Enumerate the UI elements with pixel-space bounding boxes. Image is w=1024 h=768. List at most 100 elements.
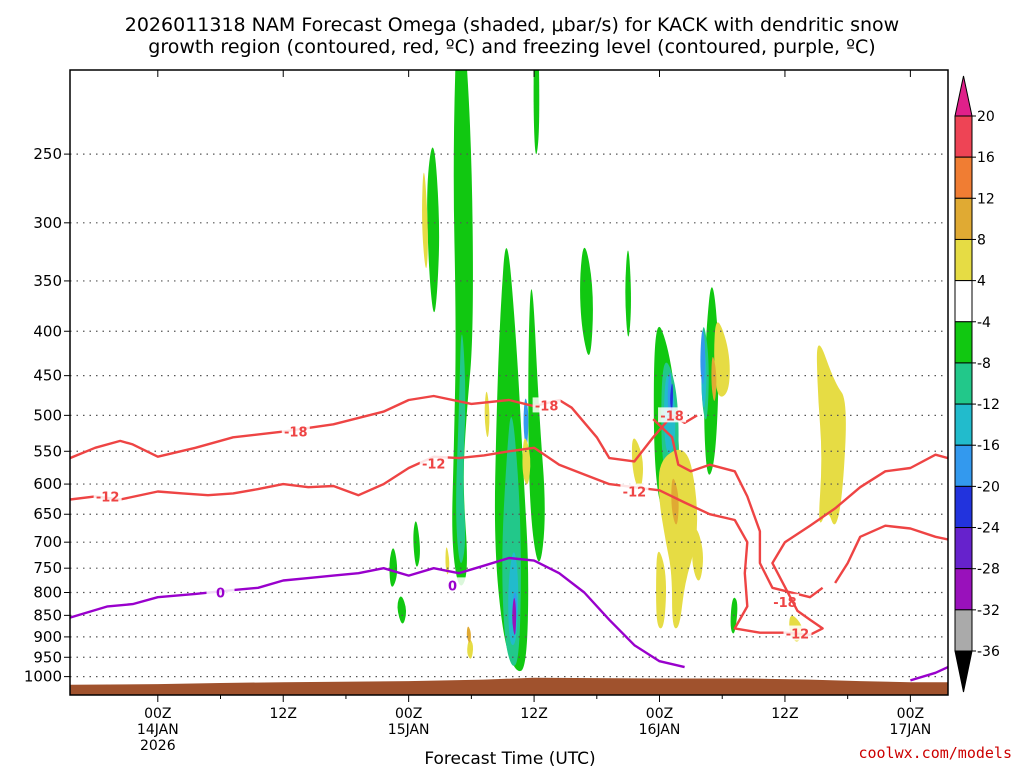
contour-label-bg <box>206 584 235 600</box>
colorbar-bin <box>954 485 973 529</box>
omega-region-neg8 <box>528 289 545 562</box>
colorbar-bin <box>954 403 973 446</box>
omega-region-neg20 <box>523 398 529 449</box>
pressure-tick-label: 850 <box>33 606 62 624</box>
contour-label: -12 <box>786 628 810 643</box>
omega-region-8 <box>711 357 717 401</box>
colorbar-label: 20 <box>977 109 995 125</box>
pressure-tick-label: 450 <box>33 367 62 385</box>
time-tick-label: 00Z <box>897 706 924 722</box>
colorbar-bin <box>954 156 973 199</box>
contour-label-bg <box>93 488 122 504</box>
contour-label: -18 <box>284 426 308 441</box>
omega-region-4 <box>467 639 474 659</box>
omega-region-8 <box>466 626 471 643</box>
colorbar-bin <box>954 321 973 364</box>
omega-colorbar: 20 16 12 8 4 -4 -8 -12 -16 -20 -24 -28 -32 -36 <box>954 75 1000 693</box>
pressure-tick-label: 400 <box>33 322 62 340</box>
pressure-tick-label: 800 <box>33 584 62 602</box>
omega-region-neg12 <box>456 334 466 564</box>
contour-lines: -18-18-18-18-12-12-12-120 0 <box>70 394 948 682</box>
chart-title-line-1: 2026011318 NAM Forecast Omega (shaded, μ… <box>125 14 899 36</box>
omega-region-neg8 <box>533 70 540 155</box>
pressure-tick-label: 300 <box>33 214 62 232</box>
plot-frame <box>69 69 949 696</box>
omega-region-neg24 <box>670 383 673 411</box>
contour-label-bg <box>770 593 799 609</box>
dgz-contour <box>652 418 824 599</box>
colorbar-label: -28 <box>977 562 1000 578</box>
freezing-level-contour <box>910 666 948 682</box>
omega-region-neg8 <box>389 548 398 587</box>
colorbar-label: 12 <box>977 191 995 207</box>
time-tick-date: 17JAN <box>889 722 931 738</box>
pressure-axis: 250 300 350 400 450 500 550 600 650 700 750 800 850 9… <box>24 145 70 686</box>
contour-label-bg <box>438 577 467 593</box>
colorbar-label: -4 <box>977 315 991 331</box>
pressure-tick-label: 500 <box>33 406 62 424</box>
colorbar-bin <box>954 115 973 158</box>
credit-link[interactable]: coolwx.com/models <box>858 744 1012 762</box>
contour-label-bg <box>620 483 649 499</box>
omega-region-8 <box>671 478 679 525</box>
pressure-tick-label: 550 <box>33 442 62 460</box>
pressure-tick-label: 350 <box>33 272 62 290</box>
time-tick-label: 12Z <box>771 706 798 722</box>
contour-label: 0 <box>448 579 457 594</box>
contour-label-bg <box>281 423 310 439</box>
omega-region-neg28 <box>512 597 517 635</box>
time-tick-label: 12Z <box>520 706 547 722</box>
contour-label-bg <box>658 407 687 423</box>
colorbar-bin <box>954 444 973 487</box>
chart-title-line-2: growth region (contoured, red, ºC) and f… <box>148 36 875 58</box>
colorbar-label: -32 <box>977 603 1000 619</box>
omega-region-neg8 <box>580 247 593 355</box>
pressure-tick-label: 650 <box>33 505 62 523</box>
colorbar-bottom-arrow <box>954 650 973 693</box>
contour-label: -12 <box>422 457 446 472</box>
colorbar-label: -20 <box>977 479 1000 495</box>
colorbar-label: 8 <box>977 232 986 248</box>
freezing-level-contour <box>70 556 685 669</box>
omega-region-neg8 <box>397 596 407 624</box>
time-tick-date: 14JAN <box>137 722 179 738</box>
omega-region-neg20 <box>700 330 706 385</box>
terrain-fill <box>70 677 948 695</box>
colorbar-label: -8 <box>977 356 991 372</box>
time-tick-date: 15JAN <box>388 722 430 738</box>
omega-region-4 <box>714 322 730 397</box>
colorbar-bin <box>954 527 973 570</box>
omega-region-neg8 <box>427 147 440 313</box>
pressure-tick-label: 700 <box>33 533 62 551</box>
colorbar-label: -12 <box>977 397 1000 413</box>
omega-region-4 <box>484 391 490 438</box>
time-tick-date: 16JAN <box>639 722 681 738</box>
contour-label: 0 <box>216 587 225 602</box>
colorbar-label: -16 <box>977 438 1000 454</box>
terrain-area <box>70 677 948 695</box>
omega-region-neg8 <box>413 521 420 567</box>
contour-label: -18 <box>535 399 559 414</box>
contour-label: -18 <box>660 409 684 424</box>
contour-label-bg <box>783 625 812 641</box>
colorbar-bin <box>954 238 973 282</box>
colorbar-label: -24 <box>977 521 1000 537</box>
colorbar-bin <box>954 609 973 652</box>
contour-label-bg <box>532 397 561 413</box>
pressure-tick-label: 900 <box>33 628 62 646</box>
time-tick-label: 00Z <box>395 706 422 722</box>
dgz-contour <box>834 524 948 584</box>
omega-region-4 <box>631 438 644 489</box>
omega-region-4 <box>422 172 428 269</box>
omega-region-neg8 <box>625 250 631 337</box>
omega-region-4 <box>816 345 846 525</box>
pressure-tick-label: 950 <box>33 648 62 666</box>
time-tick-label: 12Z <box>270 706 297 722</box>
time-tick-label: 00Z <box>646 706 673 722</box>
colorbar-label: 4 <box>977 274 986 290</box>
pressure-tick-label: 750 <box>33 559 62 577</box>
contour-label: -12 <box>96 490 120 505</box>
omega-region-4 <box>656 551 667 629</box>
